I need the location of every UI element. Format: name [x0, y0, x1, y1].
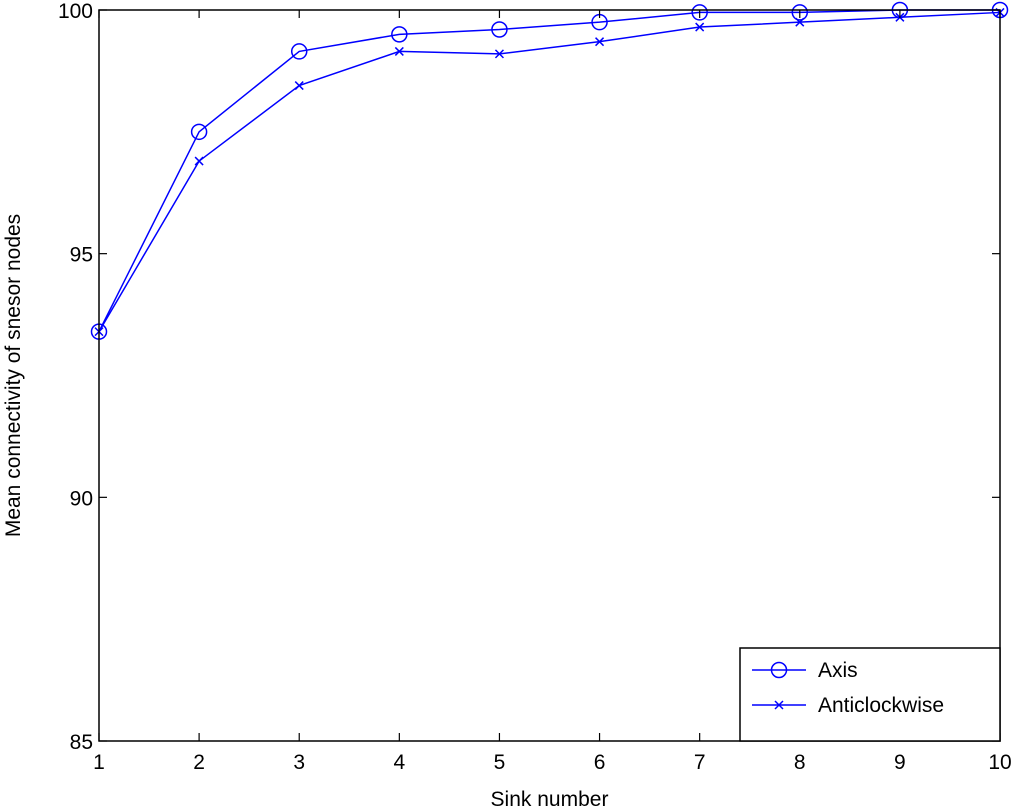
x-tick-label: 1: [93, 751, 105, 774]
data-point-anticlockwise: [695, 22, 705, 32]
x-tick-label: 9: [894, 751, 906, 774]
data-point-axis: [190, 123, 208, 141]
data-point-anticlockwise: [595, 37, 605, 47]
y-axis-label: Mean connectivity of snesor nodes: [2, 214, 25, 537]
y-tick-label: 95: [70, 244, 93, 267]
x-tick-label: 2: [193, 751, 205, 774]
data-point-anticlockwise: [394, 46, 404, 56]
data-point-axis: [691, 4, 708, 21]
y-tick-label: 90: [70, 487, 93, 510]
data-point-anticlockwise: [494, 49, 504, 59]
data-point-anticlockwise: [194, 156, 204, 166]
data-point-anticlockwise: [294, 81, 304, 91]
x-tick-label: 3: [293, 751, 305, 774]
x-tick-label: 4: [393, 751, 405, 774]
x-axis-label: Sink number: [491, 788, 609, 811]
plot-frame: [98, 9, 1001, 742]
x-tick-label: 6: [594, 751, 606, 774]
legend-marker-anticlockwise: [774, 700, 784, 710]
data-point-axis: [391, 26, 408, 43]
y-tick-label: 85: [70, 731, 93, 754]
series-line-anticlockwise: [98, 11, 1001, 333]
x-tick-label: 10: [988, 751, 1011, 774]
data-point-axis: [290, 43, 308, 60]
legend-label-anticlockwise: Anticlockwise: [818, 694, 944, 717]
data-point-anticlockwise: [795, 17, 805, 27]
x-tick-label: 8: [794, 751, 806, 774]
legend-marker-axis: [770, 661, 788, 679]
legend: Axis Anticlockwise: [739, 647, 1001, 742]
series-line-axis: [98, 9, 1000, 332]
plot-area: [99, 10, 1000, 741]
data-point-axis: [491, 21, 508, 38]
legend-label-axis: Axis: [818, 659, 858, 682]
y-tick-label: 100: [58, 0, 93, 23]
data-point-axis: [791, 4, 809, 21]
ticks-layer: 1 2 3 4 5 6 7 8 9 10 85 90 95 100: [58, 0, 1012, 774]
x-tick-label: 5: [494, 751, 506, 774]
series-layer: [90, 1, 1009, 340]
x-tick-label: 7: [694, 751, 706, 774]
